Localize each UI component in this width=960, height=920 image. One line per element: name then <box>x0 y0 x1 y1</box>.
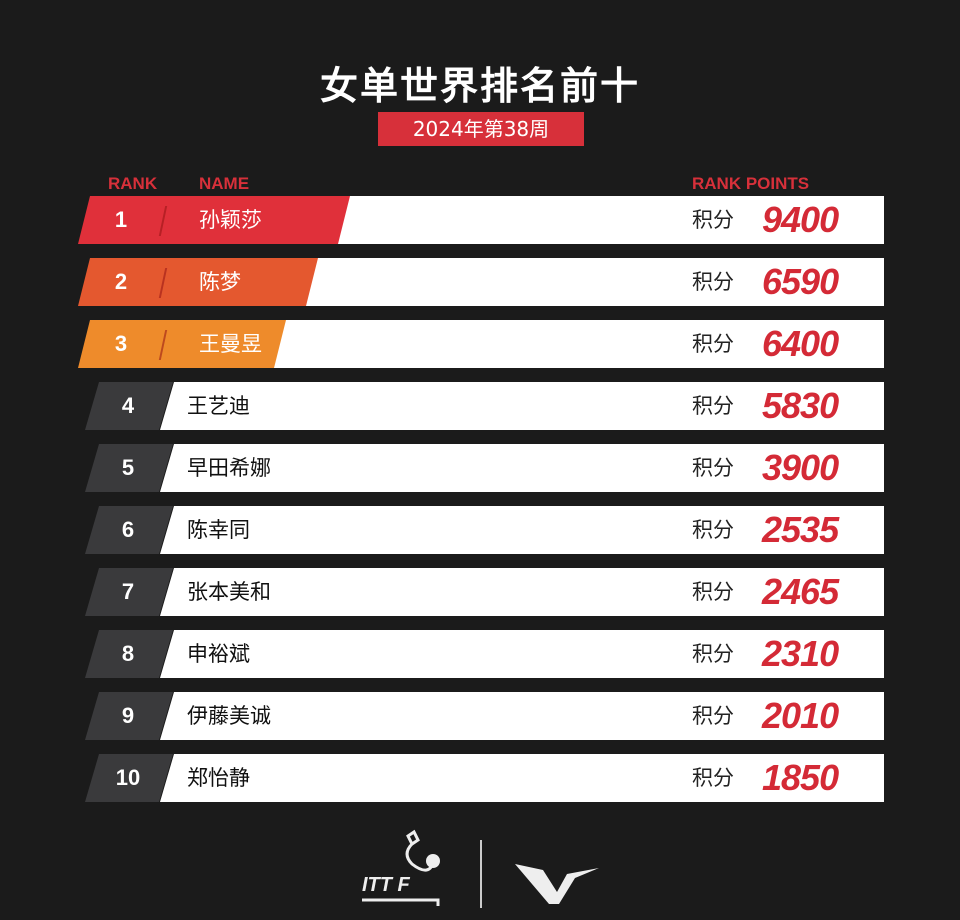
rank-number: 5 <box>121 455 135 480</box>
rank-highlight <box>78 320 286 368</box>
rank-box <box>85 444 173 492</box>
rank-number: 3 <box>114 331 128 356</box>
wtt-logo <box>515 864 599 904</box>
rank-number: 8 <box>121 641 135 666</box>
points-value: 5830 <box>762 385 839 426</box>
player-name: 陈梦 <box>199 270 241 294</box>
row-bar <box>160 506 884 554</box>
points-value: 2535 <box>762 509 839 550</box>
player-name: 早田希娜 <box>187 456 271 480</box>
rank-number: 6 <box>121 517 135 542</box>
rank-highlight <box>78 196 350 244</box>
rank-number: 2 <box>114 269 128 294</box>
player-name: 孙颖莎 <box>199 208 262 232</box>
rank-number: 9 <box>121 703 135 728</box>
ranking-row: 1 孙颖莎 积分 9400 <box>0 196 960 244</box>
footer-logos: ITT F <box>0 828 960 910</box>
week-badge: 2024年第38周 <box>378 112 584 146</box>
player-name: 王艺迪 <box>187 394 250 418</box>
points-value: 1850 <box>762 757 839 798</box>
points-value: 2310 <box>762 633 839 674</box>
points-label: 积分 <box>692 208 734 232</box>
rank-box <box>85 692 173 740</box>
points-value: 2010 <box>762 695 839 736</box>
points-header: RANK POINTS <box>692 174 810 193</box>
row-bar <box>160 382 884 430</box>
rank-number: 1 <box>114 207 128 232</box>
ranking-row: 5 早田希娜 积分 3900 <box>0 444 960 492</box>
row-bar <box>160 692 884 740</box>
points-label: 积分 <box>692 332 734 356</box>
player-name: 郑怡静 <box>187 766 250 790</box>
points-label: 积分 <box>692 580 734 604</box>
rank-header: RANK <box>108 174 158 193</box>
player-name: 申裕斌 <box>187 642 250 666</box>
points-label: 积分 <box>692 766 734 790</box>
player-name: 陈幸同 <box>187 518 250 542</box>
rank-box <box>85 382 173 430</box>
ranking-row: 7 张本美和 积分 2465 <box>0 568 960 616</box>
row-bar <box>160 754 884 802</box>
points-label: 积分 <box>692 642 734 666</box>
points-value: 6400 <box>762 323 839 364</box>
points-label: 积分 <box>692 704 734 728</box>
points-label: 积分 <box>692 518 734 542</box>
ranking-row: 10 郑怡静 积分 1850 <box>0 754 960 802</box>
rank-box <box>85 506 173 554</box>
ranking-row: 9 伊藤美诚 积分 2010 <box>0 692 960 740</box>
points-label: 积分 <box>692 394 734 418</box>
logo-graphics: ITT F <box>362 829 599 910</box>
row-bar <box>160 444 884 492</box>
rank-box <box>85 630 173 678</box>
name-header: NAME <box>199 174 250 193</box>
rank-number: 10 <box>115 765 141 790</box>
page-title: 女单世界排名前十 <box>319 64 640 108</box>
rank-box <box>85 568 173 616</box>
points-value: 3900 <box>762 447 839 488</box>
player-name: 王曼昱 <box>199 332 262 356</box>
rank-number: 4 <box>121 393 135 418</box>
ranking-row: 6 陈幸同 积分 2535 <box>0 506 960 554</box>
rank-number: 7 <box>121 579 135 604</box>
svg-text:ITT F: ITT F <box>362 874 411 896</box>
points-value: 6590 <box>762 261 839 302</box>
rank-box <box>85 754 173 802</box>
ranking-row: 3 王曼昱 积分 6400 <box>0 320 960 368</box>
player-name: 张本美和 <box>187 580 271 604</box>
rank-highlight <box>78 258 318 306</box>
row-bar <box>160 568 884 616</box>
ittf-logo <box>362 829 440 906</box>
points-value: 9400 <box>762 199 839 240</box>
ranking-row: 4 王艺迪 积分 5830 <box>0 382 960 430</box>
points-value: 2465 <box>762 571 839 612</box>
ranking-row: 2 陈梦 积分 6590 <box>0 258 960 306</box>
player-name: 伊藤美诚 <box>187 704 271 728</box>
row-bar <box>160 630 884 678</box>
points-label: 积分 <box>692 456 734 480</box>
points-label: 积分 <box>692 270 734 294</box>
ranking-row: 8 申裕斌 积分 2310 <box>0 630 960 678</box>
